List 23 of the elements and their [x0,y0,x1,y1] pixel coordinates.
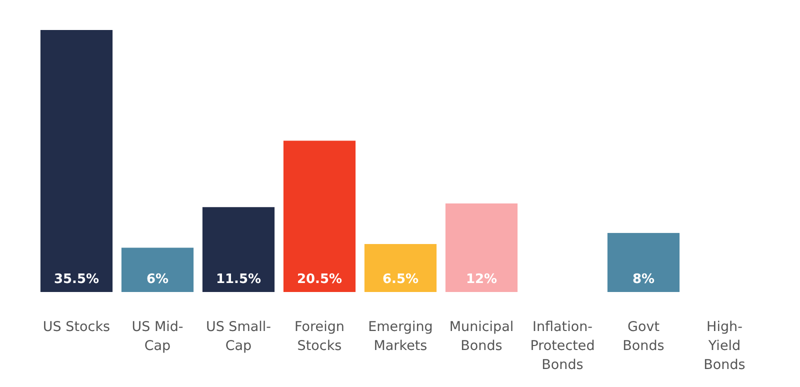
x-tick-label: Municipal Bonds [449,319,514,354]
bar [202,207,275,292]
data-label: 8% [632,272,655,287]
bar [364,244,437,292]
x-tick-label: Emerging Markets [368,319,433,354]
data-label: 20.5% [296,272,342,287]
data-label: 35.5% [54,272,100,287]
bar [607,232,680,292]
x-tick-label: High-Yield Bonds [704,319,746,373]
data-label: 12% [466,272,498,287]
x-tick-label: US Small-Cap [206,319,272,354]
x-tick-label: Inflation-Protected Bonds [530,319,595,373]
x-tick-label: Govt Bonds [622,319,664,354]
data-label: 11.5% [216,272,262,287]
bar [40,30,113,292]
bar [283,140,356,292]
bar [121,248,194,292]
data-label: 6% [146,272,169,287]
x-tick-label: US Stocks [42,319,110,335]
bar [445,203,518,292]
data-label: 6.5% [382,272,419,287]
x-tick-label: Foreign Stocks [294,319,344,354]
x-tick-label: US Mid-Cap [132,319,184,354]
